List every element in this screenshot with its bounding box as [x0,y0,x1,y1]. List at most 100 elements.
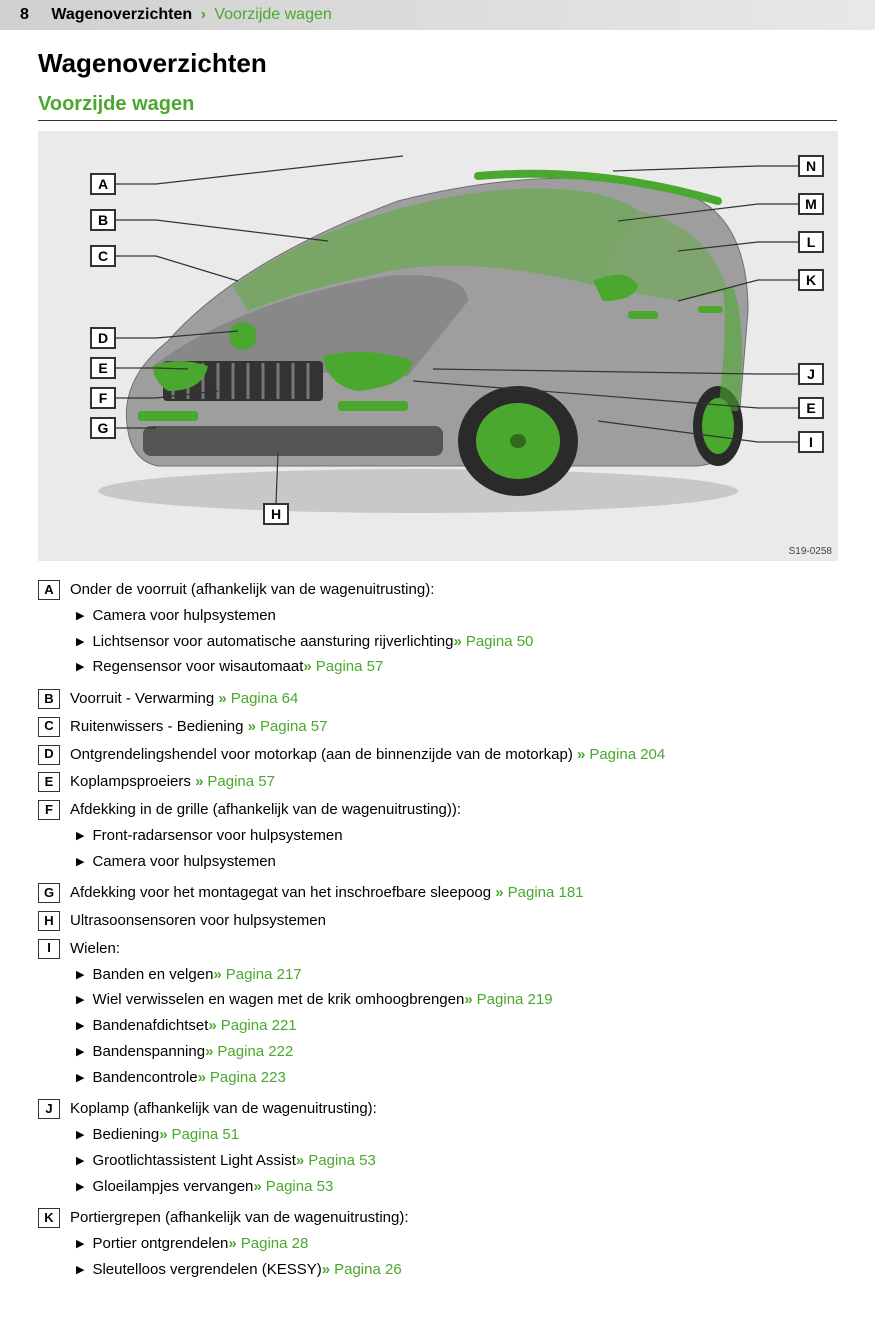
legend-subitem: ▶ Wiel verwisselen en wagen met de krik o… [76,989,837,1011]
page-link[interactable]: »Pagina 57 [195,773,275,790]
section-title: Voorzijde wagen [38,93,837,121]
breadcrumb-sub: Voorzijde wagen [214,6,331,23]
legend-key: D [38,745,60,765]
diagram-image-id: S19-0258 [789,546,832,557]
legend-subitem-text: Bandenafdichtset [92,1015,208,1037]
triangle-bullet-icon: ▶ [76,1045,84,1061]
page-link[interactable]: »Pagina 53 [296,1150,376,1172]
legend-subitem: ▶Bandenspanning »Pagina 222 [76,1041,837,1063]
triangle-bullet-icon: ▶ [76,1154,84,1170]
diagram-callout-J: J [798,363,824,385]
legend-subitem-text: Camera voor hulpsystemen [92,851,275,873]
legend-subitem-text: Sleutelloos vergrendelen (KESSY) [92,1259,321,1281]
page-link[interactable]: »Pagina 57 [248,718,328,735]
legend-body: Onder de voorruit (afhankelijk van de wa… [70,579,837,682]
legend-text: Ontgrendelingshendel voor motorkap (aan … [70,744,837,766]
legend-text: Voorruit - Verwarming »Pagina 64 [70,688,837,710]
legend-subitem-text: Camera voor hulpsystemen [92,605,275,627]
diagram-callout-B: B [90,209,116,231]
page-link[interactable]: »Pagina 221 [208,1015,296,1037]
triangle-bullet-icon: ▶ [76,1237,84,1253]
legend-text: Wielen: [70,938,837,960]
legend-sublist: ▶ Front-radarsensor voor hulpsystemen ▶Ca… [76,825,837,873]
legend-subitem: ▶ Regensensor voor wisautomaat »Pagina 57 [76,656,837,678]
triangle-bullet-icon: ▶ [76,968,84,984]
legend-row-E: EKoplampsproeiers »Pagina 57 [38,771,837,793]
legend-key: G [38,883,60,903]
legend-row-F: FAfdekking in de grille (afhankelijk van… [38,799,837,876]
legend-sublist: ▶Bediening »Pagina 51▶Grootlichtassisten… [76,1124,837,1197]
triangle-bullet-icon: ▶ [76,660,84,676]
page-link[interactable]: »Pagina 204 [577,746,665,763]
legend-row-A: A Onder de voorruit (afhankelijk van de w… [38,579,837,682]
car-illustration-svg [38,131,838,561]
legend-subitem-text: Bandencontrole [92,1067,197,1089]
legend-subitem: ▶ Camera voor hulpsystemen [76,605,837,627]
legend-subitem-text: Wiel verwisselen en wagen met de krik om… [92,989,464,1011]
page-link[interactable]: »Pagina 57 [303,656,383,678]
legend-sublist: ▶ Portier ontgrendelen »Pagina 28 ▶ Sleutel… [76,1233,837,1281]
legend-text: Portiergrepen (afhankelijk van de wagenu… [70,1207,837,1229]
triangle-bullet-icon: ▶ [76,829,84,845]
legend-key: A [38,580,60,600]
legend: A Onder de voorruit (afhankelijk van de w… [38,579,837,1285]
header-bar: 8 Wagenoverzichten › Voorzijde wagen [0,0,875,30]
legend-row-C: CRuitenwissers - Bediening »Pagina 57 [38,716,837,738]
diagram-callout-D: D [90,327,116,349]
triangle-bullet-icon: ▶ [76,609,84,625]
legend-key: C [38,717,60,737]
legend-subitem: ▶Bandenafdichtset »Pagina 221 [76,1015,837,1037]
legend-subitem: ▶Banden en velgen »Pagina 217 [76,964,837,986]
legend-subitem: ▶ Bandencontrole »Pagina 223 [76,1067,837,1089]
legend-key: H [38,911,60,931]
page-link[interactable]: »Pagina 50 [453,631,533,653]
legend-subitem: ▶ Front-radarsensor voor hulpsystemen [76,825,837,847]
diagram-callout-H: H [263,503,289,525]
legend-body: Afdekking voor het montagegat van het in… [70,882,837,904]
page-content: Wagenoverzichten Voorzijde wagen [0,30,875,1321]
triangle-bullet-icon: ▶ [76,635,84,651]
breadcrumb: Wagenoverzichten › Voorzijde wagen [51,6,331,23]
legend-body: Ultrasoonsensoren voor hulpsystemen [70,910,837,932]
legend-body: Koplamp (afhankelijk van de wagenuitrust… [70,1098,837,1201]
page-link[interactable]: »Pagina 28 [228,1233,308,1255]
page-link[interactable]: »Pagina 181 [495,884,583,901]
legend-subitem-text: Gloeilampjes vervangen [92,1176,253,1198]
diagram-callout-G: G [90,417,116,439]
page-link[interactable]: »Pagina 26 [322,1259,402,1281]
legend-row-G: G Afdekking voor het montagegat van het i… [38,882,837,904]
diagram-callout-E: E [798,397,824,419]
triangle-bullet-icon: ▶ [76,1180,84,1196]
legend-body: Wielen: ▶Banden en velgen »Pagina 217▶Wi… [70,938,837,1093]
legend-subitem: ▶Camera voor hulpsystemen [76,851,837,873]
legend-subitem: ▶Lichtsensor voor automatische aansturin… [76,631,837,653]
legend-subitem-text: Portier ontgrendelen [92,1233,228,1255]
legend-subitem-text: Front-radarsensor voor hulpsystemen [92,825,342,847]
triangle-bullet-icon: ▶ [76,1263,84,1279]
page-link[interactable]: »Pagina 64 [218,690,298,707]
triangle-bullet-icon: ▶ [76,1071,84,1087]
legend-subitem-text: Regensensor voor wisautomaat [92,656,303,678]
diagram-callout-F: F [90,387,116,409]
legend-subitem: ▶Bediening »Pagina 51 [76,1124,837,1146]
diagram-callout-A: A [90,173,116,195]
legend-subitem: ▶ Grootlichtassistent Light Assist »Pagin… [76,1150,837,1172]
page-link[interactable]: »Pagina 222 [205,1041,293,1063]
page-link[interactable]: »Pagina 217 [213,964,301,986]
page-link[interactable]: »Pagina 219 [464,989,552,1011]
page-number: 8 [20,6,29,23]
legend-subitem-text: Grootlichtassistent Light Assist [92,1150,295,1172]
page-link[interactable]: »Pagina 51 [159,1124,239,1146]
legend-row-J: J Koplamp (afhankelijk van de wagenuitrus… [38,1098,837,1201]
page-title: Wagenoverzichten [38,48,837,79]
legend-body: Koplampsproeiers »Pagina 57 [70,771,837,793]
triangle-bullet-icon: ▶ [76,1128,84,1144]
legend-key: F [38,800,60,820]
legend-body: Voorruit - Verwarming »Pagina 64 [70,688,837,710]
triangle-bullet-icon: ▶ [76,993,84,1009]
diagram-callout-I: I [798,431,824,453]
page-link[interactable]: »Pagina 223 [198,1067,286,1089]
legend-key: J [38,1099,60,1119]
page-link[interactable]: »Pagina 53 [253,1176,333,1198]
diagram-callout-C: C [90,245,116,267]
